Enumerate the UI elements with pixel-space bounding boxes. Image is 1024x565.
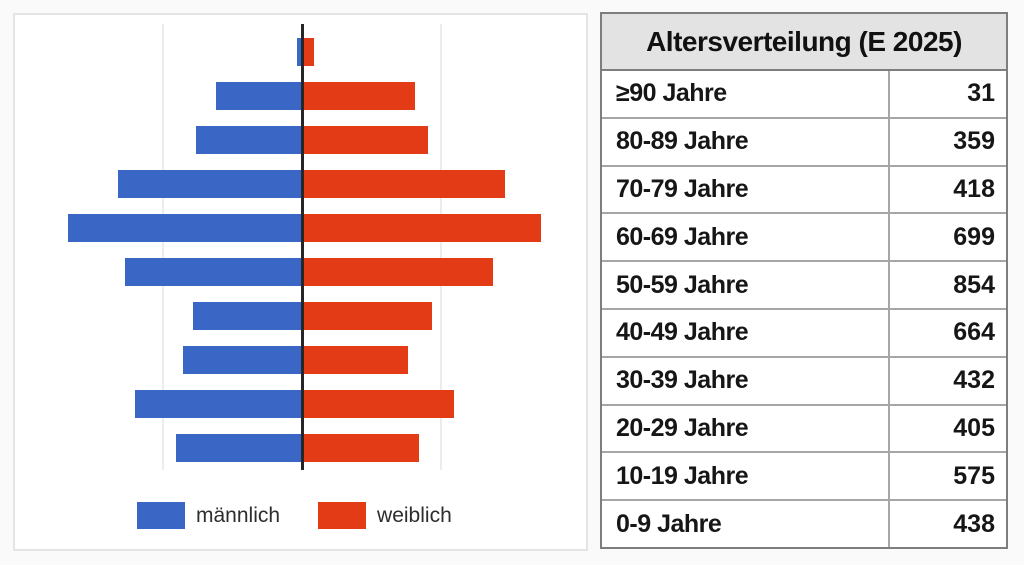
pyramid-plot <box>52 24 552 482</box>
pyramid-chart-panel: männlich weiblich <box>13 13 588 551</box>
male-bar <box>216 82 302 110</box>
table-row: 50-59 Jahre 854 <box>602 262 1006 310</box>
female-bar <box>302 258 493 286</box>
male-bar <box>68 214 302 242</box>
age-group-label: 20-29 Jahre <box>616 413 749 442</box>
age-group-value: 699 <box>888 214 1006 261</box>
table-row: 0-9 Jahre 438 <box>602 501 1006 547</box>
legend-item-maennlich: männlich <box>137 502 280 529</box>
male-bar <box>193 302 302 330</box>
female-bar <box>302 126 428 154</box>
age-group-value: 405 <box>888 405 1006 452</box>
female-bar <box>302 434 419 462</box>
chart-legend: männlich weiblich <box>137 502 452 529</box>
table-title: Altersverteilung (E 2025) <box>602 14 1006 71</box>
male-bar <box>297 38 302 66</box>
male-bar <box>118 170 302 198</box>
age-group-value: 664 <box>888 309 1006 356</box>
female-bar <box>302 214 541 242</box>
female-bar <box>302 82 415 110</box>
grid-line <box>162 24 165 470</box>
table-row: 40-49 Jahre 664 <box>602 309 1006 358</box>
age-group-label: 30-39 Jahre <box>616 366 749 395</box>
female-bar <box>302 346 408 374</box>
female-bar <box>302 390 454 418</box>
table-row: 10-19 Jahre 575 <box>602 453 1006 502</box>
age-group-label: 50-59 Jahre <box>616 270 749 299</box>
age-group-label: ≥90 Jahre <box>616 79 727 108</box>
grid-line <box>439 24 442 470</box>
age-group-value: 418 <box>888 166 1006 213</box>
age-group-label: 60-69 Jahre <box>616 222 749 251</box>
legend-swatch-maennlich <box>137 502 185 529</box>
table-row: 30-39 Jahre 432 <box>602 357 1006 406</box>
legend-swatch-weiblich <box>318 502 367 529</box>
male-bar <box>196 126 302 154</box>
female-bar <box>302 302 432 330</box>
legend-label-maennlich: männlich <box>196 503 281 527</box>
legend-label-weiblich: weiblich <box>377 503 452 527</box>
age-group-value: 432 <box>888 357 1006 404</box>
table-row: 70-79 Jahre 418 <box>602 166 1006 215</box>
table-row: ≥90 Jahre 31 <box>602 71 1006 119</box>
age-group-value: 359 <box>888 118 1006 165</box>
male-bar <box>125 258 302 286</box>
age-group-label: 10-19 Jahre <box>616 461 749 490</box>
center-axis-line <box>301 24 304 470</box>
age-group-value: 854 <box>888 262 1006 308</box>
table-body: ≥90 Jahre 31 80-89 Jahre 359 70-79 Jahre 418 6… <box>602 71 1006 547</box>
legend-item-weiblich: weiblich <box>318 502 452 529</box>
age-group-label: 0-9 Jahre <box>616 509 722 538</box>
age-group-label: 40-49 Jahre <box>616 318 749 347</box>
age-distribution-table: Altersverteilung (E 2025) ≥90 Jahre 31 80-… <box>600 12 1008 549</box>
male-bar <box>176 434 302 462</box>
female-bar <box>302 38 314 66</box>
table-row: 20-29 Jahre 405 <box>602 405 1006 454</box>
age-group-label: 80-89 Jahre <box>616 127 749 156</box>
male-bar <box>135 390 302 418</box>
age-group-value: 575 <box>888 453 1006 500</box>
table-row: 80-89 Jahre 359 <box>602 118 1006 167</box>
female-bar <box>302 170 505 198</box>
male-bar <box>183 346 302 374</box>
table-row: 60-69 Jahre 699 <box>602 214 1006 263</box>
age-group-value: 438 <box>888 501 1006 547</box>
age-group-label: 70-79 Jahre <box>616 174 749 203</box>
age-group-value: 31 <box>888 71 1006 117</box>
